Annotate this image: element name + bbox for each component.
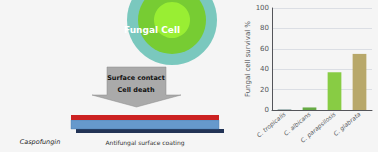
svg-text:20: 20 <box>260 86 269 94</box>
svg-text:100: 100 <box>256 4 269 12</box>
svg-text:Surface contact: Surface contact <box>107 74 165 82</box>
svg-text:40: 40 <box>260 65 269 73</box>
svg-text:Cell death: Cell death <box>117 86 154 94</box>
svg-text:C. albicans: C. albicans <box>282 110 312 137</box>
svg-text:0: 0 <box>265 106 269 114</box>
svg-text:C. parapsilosis: C. parapsilosis <box>299 110 337 144</box>
svg-text:Fungal Cell: Fungal Cell <box>124 25 180 35</box>
svg-text:80: 80 <box>260 24 269 32</box>
svg-text:C. glabrata: C. glabrata <box>332 110 363 138</box>
svg-text:Fungal cell survival %: Fungal cell survival % <box>244 21 252 97</box>
svg-text:C. tropicalis: C. tropicalis <box>255 110 287 139</box>
svg-text:60: 60 <box>260 45 269 53</box>
svg-text:Caspofungin: Caspofungin <box>20 138 61 146</box>
svg-text:Antifungal surface coating: Antifungal surface coating <box>105 139 184 147</box>
